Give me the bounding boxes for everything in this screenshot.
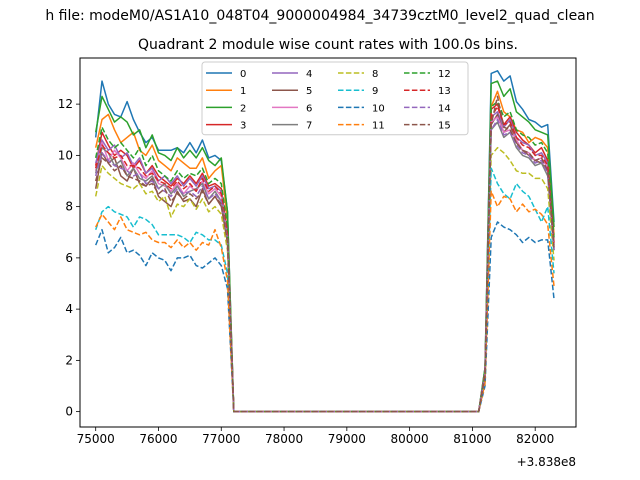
legend-label-4: 4 bbox=[306, 69, 312, 80]
x-offset-label: +3.838e8 bbox=[517, 455, 576, 469]
y-tick-label: 6 bbox=[65, 251, 73, 265]
series-line-13 bbox=[94, 105, 555, 413]
series-line-11 bbox=[95, 190, 555, 413]
legend-label-10: 10 bbox=[372, 103, 385, 114]
series-line-6 bbox=[94, 116, 555, 413]
plot-area bbox=[94, 70, 555, 413]
legend-label-7: 7 bbox=[306, 121, 312, 132]
legend-label-6: 6 bbox=[306, 103, 312, 114]
x-tick-label: 75000 bbox=[77, 432, 115, 446]
series-line-15 bbox=[94, 95, 555, 413]
legend-label-12: 12 bbox=[438, 69, 451, 80]
legend-label-5: 5 bbox=[306, 86, 312, 97]
legend-label-1: 1 bbox=[240, 86, 246, 97]
legend-label-8: 8 bbox=[372, 69, 378, 80]
axis-ticks: 75000 76000 77000 78000 79000 80000 81000 82000… bbox=[58, 97, 555, 446]
y-tick-label: 8 bbox=[65, 200, 73, 214]
series-line-0 bbox=[94, 70, 555, 413]
x-tick-label: 78000 bbox=[265, 432, 303, 446]
x-tick-label: 76000 bbox=[139, 432, 177, 446]
x-tick-label: 77000 bbox=[202, 432, 240, 446]
x-tick-label: 82000 bbox=[516, 432, 554, 446]
figure-suptitle: h file: modeM0/AS1A10_048T04_9000004984_… bbox=[45, 8, 594, 24]
y-tick-label: 4 bbox=[65, 302, 73, 316]
series-line-14 bbox=[94, 118, 555, 413]
series-line-2 bbox=[94, 80, 555, 413]
legend-label-11: 11 bbox=[372, 121, 385, 132]
legend-label-2: 2 bbox=[240, 103, 246, 114]
legend-label-9: 9 bbox=[372, 86, 378, 97]
x-tick-label: 81000 bbox=[453, 432, 491, 446]
x-tick-label: 80000 bbox=[391, 432, 429, 446]
chart-title: Quadrant 2 module wise count rates with … bbox=[138, 37, 518, 53]
series-line-9 bbox=[94, 167, 555, 413]
axes-frame bbox=[79, 57, 577, 428]
x-tick-label: 79000 bbox=[328, 432, 366, 446]
series-line-10 bbox=[95, 221, 555, 413]
legend-label-0: 0 bbox=[240, 69, 246, 80]
y-tick-label: 2 bbox=[65, 353, 73, 367]
y-tick-label: 10 bbox=[58, 148, 73, 162]
legend-label-14: 14 bbox=[438, 103, 451, 114]
y-tick-label: 12 bbox=[58, 97, 73, 111]
y-tick-label: 0 bbox=[65, 405, 73, 419]
legend-frame bbox=[201, 61, 469, 136]
series-line-12 bbox=[94, 100, 555, 413]
legend-label-15: 15 bbox=[438, 121, 451, 132]
series-line-7 bbox=[94, 121, 555, 413]
legend-label-13: 13 bbox=[438, 86, 451, 97]
series-line-8 bbox=[94, 146, 555, 413]
legend-label-3: 3 bbox=[240, 121, 246, 132]
